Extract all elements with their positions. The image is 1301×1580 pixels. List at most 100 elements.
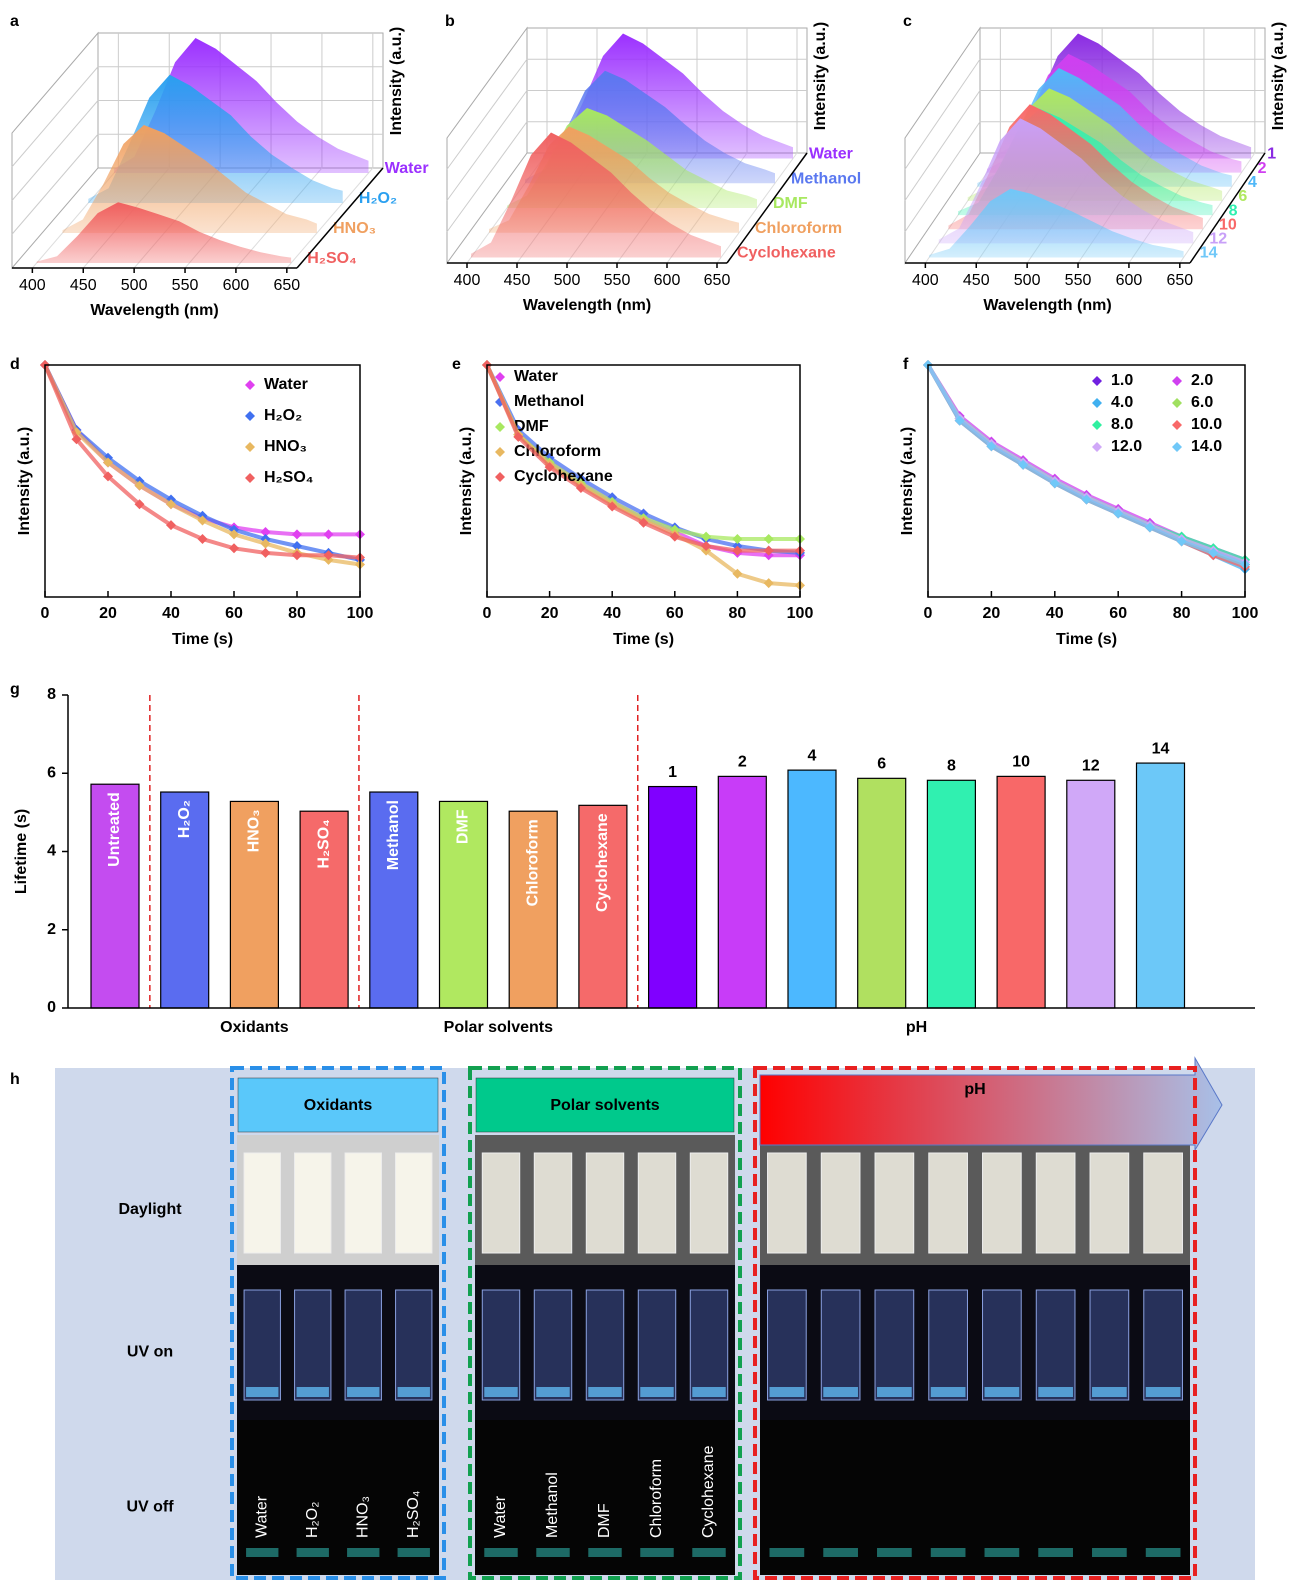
legend-marker [495, 372, 505, 382]
x-tick-label: 40 [1046, 605, 1064, 622]
cuvette [533, 1152, 573, 1254]
legend-label: 10 [1219, 216, 1237, 233]
data-point [229, 529, 239, 540]
cuvette-glow [1092, 1548, 1127, 1557]
cuvette [294, 1152, 332, 1254]
bar-label: 2 [738, 754, 747, 771]
legend-label: DMF [514, 418, 549, 435]
sample-label: Chloroform [648, 1459, 665, 1538]
legend-label: 14.0 [1191, 438, 1222, 455]
wall-line [446, 90, 528, 201]
legend-label: 1 [1267, 146, 1276, 163]
cuvette-glow [640, 1387, 674, 1397]
bar [1135, 762, 1186, 1009]
legend-label: Methanol [791, 170, 861, 187]
group-label: pH [906, 1019, 927, 1036]
panel-letter: h [10, 1071, 20, 1088]
legend-label: 4 [1248, 174, 1257, 191]
x-tick-label: 0 [483, 605, 492, 622]
bar [578, 804, 628, 1009]
x-tick-label: 600 [1116, 272, 1143, 289]
floor-edge [1189, 152, 1266, 264]
x-tick-label: 650 [273, 277, 300, 294]
decay-line [43, 364, 361, 562]
cuvette [767, 1289, 807, 1401]
panel-letter: b [445, 13, 455, 30]
sample-label: Cyclohexane [700, 1445, 717, 1538]
legend-label: H₂O₂ [264, 407, 302, 424]
legend-label: Cyclohexane [514, 468, 613, 485]
y-axis-label: Lifetime (s) [13, 809, 30, 894]
cuvette-glow [588, 1387, 622, 1397]
cuvette [1089, 1289, 1130, 1401]
row-label: UV on [127, 1344, 173, 1361]
panel-letter: e [452, 356, 461, 373]
data-point [732, 568, 743, 579]
group-title: Polar solvents [550, 1097, 659, 1114]
legend-marker [245, 442, 255, 452]
x-tick-label: 450 [70, 277, 97, 294]
group-header [237, 1077, 439, 1133]
data-point [763, 578, 774, 589]
data-point [197, 534, 208, 544]
data-point [1208, 547, 1219, 558]
wall-line [11, 100, 99, 201]
cuvette [1035, 1152, 1076, 1254]
data-point [260, 547, 271, 558]
x-axis-label: Wavelength (nm) [523, 297, 651, 314]
y-tick-label: 4 [47, 843, 56, 860]
cuvette [874, 1152, 915, 1254]
x-tick-label: 450 [963, 272, 990, 289]
data-point [954, 415, 965, 426]
legend-label: H₂SO₄ [307, 250, 356, 267]
data-point [1113, 508, 1124, 519]
bar [857, 777, 907, 1009]
bar-label: Methanol [385, 800, 402, 870]
x-axis-label: Time (s) [613, 631, 674, 648]
cuvette [243, 1289, 281, 1401]
legend-marker [1172, 398, 1182, 408]
legend-label: 12 [1209, 231, 1227, 248]
x-tick-label: 400 [19, 277, 46, 294]
x-tick-label: 550 [1065, 272, 1092, 289]
legend-label: 12.0 [1111, 438, 1142, 455]
x-axis-label: Time (s) [172, 631, 233, 648]
legend-marker [1172, 376, 1182, 386]
x-tick-label: 550 [172, 277, 199, 294]
legend-marker [1092, 376, 1102, 386]
cuvette [1089, 1152, 1130, 1254]
bar-label: DMF [455, 809, 472, 844]
x-tick-label: 60 [1109, 605, 1127, 622]
bar [299, 810, 349, 1009]
bar-label: 8 [947, 758, 956, 775]
legend-label: Chloroform [755, 220, 842, 237]
y-axis-label: Intensity (a.u.) [899, 427, 916, 535]
x-tick-label: 80 [729, 605, 747, 622]
wall-line [11, 133, 99, 235]
x-axis-label: Time (s) [1056, 631, 1117, 648]
bar [996, 775, 1046, 1009]
legend-marker [245, 473, 255, 483]
cuvette [481, 1289, 521, 1401]
bar-label: Untreated [106, 792, 123, 867]
data-point [701, 531, 712, 542]
sample-label: DMF [596, 1503, 613, 1538]
data-point [732, 534, 743, 544]
cuvette-glow [692, 1548, 726, 1557]
data-point [575, 482, 586, 493]
data-point [1081, 494, 1092, 505]
legend-marker [245, 411, 255, 421]
grid-line [1179, 152, 1256, 264]
x-tick-label: 40 [162, 605, 180, 622]
cuvette-glow [1145, 1548, 1181, 1557]
cuvette-glow [877, 1548, 912, 1557]
bar [90, 783, 140, 1009]
group-frame [230, 1066, 446, 1580]
panel-letter: f [903, 356, 909, 373]
cuvette-glow [347, 1548, 380, 1557]
spectrum-area [36, 202, 292, 263]
cuvette-glow [246, 1387, 279, 1397]
x-tick-label: 650 [1166, 272, 1193, 289]
group-title: Oxidants [304, 1097, 373, 1114]
